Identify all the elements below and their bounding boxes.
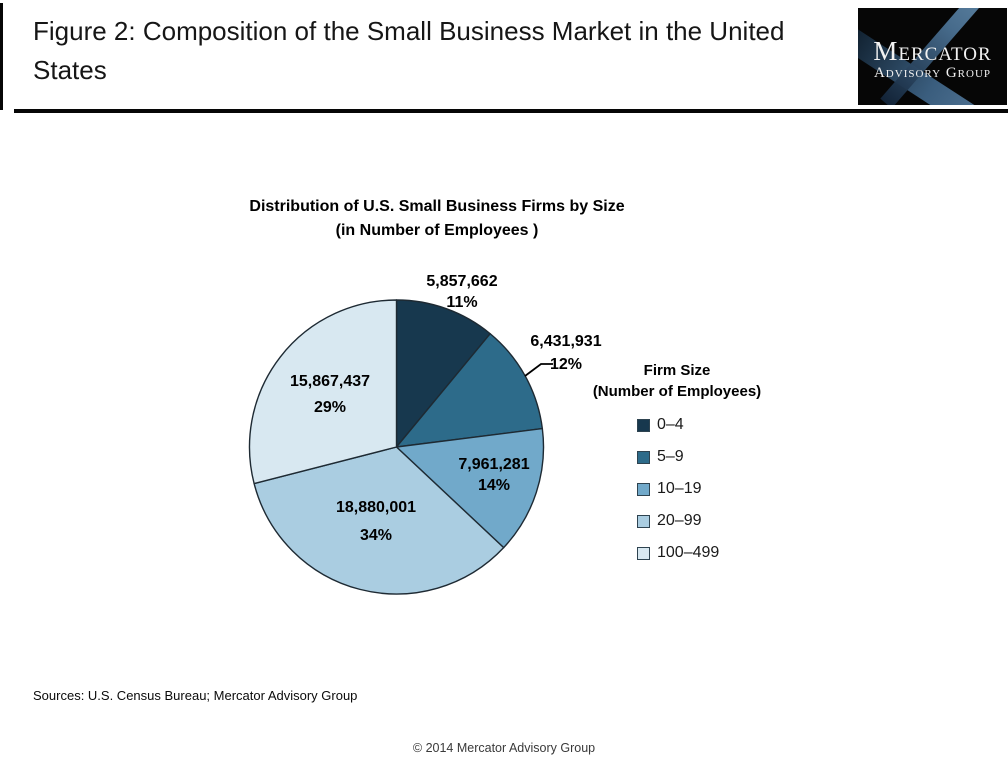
legend-swatch-icon	[637, 514, 650, 528]
pie-slice-100–499	[248, 299, 398, 485]
slice-percent-label-20–99: 34%	[360, 527, 392, 544]
figure-title: Figure 2: Composition of the Small Busin…	[33, 16, 785, 85]
legend-item: 20–99	[588, 505, 778, 537]
pie-slice-20–99	[253, 446, 505, 595]
legend-swatch-icon	[637, 418, 650, 432]
slice-value-label-0–4: 5,857,662	[426, 273, 497, 290]
pie-slice-10–19	[395, 427, 545, 549]
legend-item: 10–19	[588, 473, 778, 505]
header-divider-rule	[14, 109, 1008, 113]
legend-label: 10–19	[657, 480, 702, 497]
legend-swatch-icon	[637, 450, 650, 464]
slice-value-label-20–99: 18,880,001	[336, 499, 416, 516]
chart-legend: Firm Size (Number of Employees) 0–4 5–9 …	[588, 360, 778, 569]
legend-subtitle: (Number of Employees)	[592, 383, 762, 400]
chart-title-block: Distribution of U.S. Small Business Firm…	[137, 195, 737, 243]
slice-value-label-5–9: 6,431,931	[530, 333, 601, 350]
slice-percent-label-5–9: 12%	[550, 356, 582, 373]
legend-label: 0–4	[657, 416, 684, 433]
mercator-logo: Mercator Advisory Group	[858, 8, 1007, 105]
legend-label: 100–499	[657, 544, 720, 561]
slice-percent-label-0–4: 11%	[446, 294, 477, 311]
legend-swatch-icon	[637, 546, 650, 560]
logo-subtitle: Advisory Group	[873, 65, 992, 81]
pie-chart: 5,857,662 11% 6,431,931 12% 7,961,281 14% 18,8…	[248, 273, 602, 595]
chart-subtitle: (in Number of Employees )	[335, 222, 539, 239]
legend-label: 5–9	[657, 448, 684, 465]
copyright-note: © 2014 Mercator Advisory Group	[412, 741, 596, 755]
legend-item: 0–4	[588, 409, 778, 441]
slice-percent-label-10–19: 14%	[478, 477, 510, 494]
legend-swatch-icon	[637, 482, 650, 496]
slice-value-label-100–499: 15,867,437	[290, 373, 370, 390]
sources-note: Sources: U.S. Census Bureau; Mercator Ad…	[33, 688, 358, 703]
legend-item: 100–499	[588, 537, 778, 569]
header-left-tick	[0, 3, 3, 110]
chart-title: Distribution of U.S. Small Business Firm…	[249, 198, 625, 215]
label-leader-line	[524, 363, 553, 377]
legend-label: 20–99	[657, 512, 702, 529]
legend-title: Firm Size	[643, 362, 711, 379]
slice-percent-label-100–499: 29%	[314, 399, 346, 416]
pie-slice-0–4	[395, 299, 491, 448]
legend-items: 0–4 5–9 10–19 20–99 100–499	[588, 409, 778, 569]
logo-wordmark: Mercator	[873, 36, 992, 66]
slice-value-label-10–19: 7,961,281	[458, 456, 529, 473]
legend-item: 5–9	[588, 441, 778, 473]
